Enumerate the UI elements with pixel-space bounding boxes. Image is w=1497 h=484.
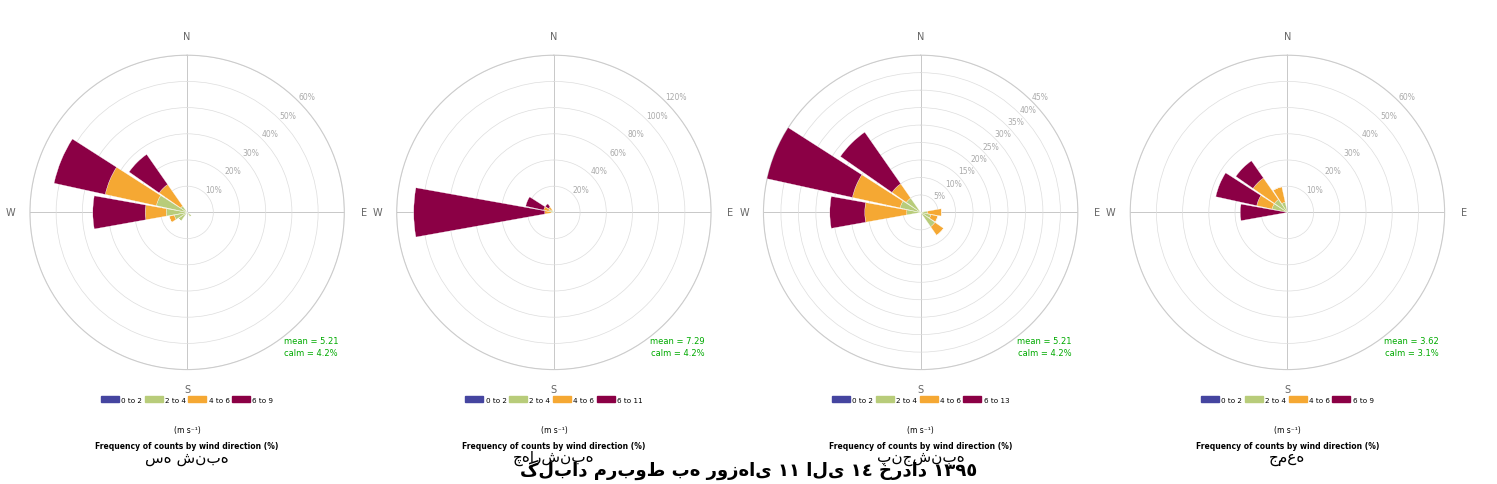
- Bar: [413, 188, 545, 238]
- Bar: [1281, 203, 1287, 213]
- Text: mean = 3.62
calm = 3.1%: mean = 3.62 calm = 3.1%: [1383, 336, 1439, 357]
- Bar: [1272, 205, 1287, 213]
- Bar: [178, 213, 187, 222]
- Text: Frequency of counts by wind direction (%): Frequency of counts by wind direction (%…: [829, 441, 1012, 450]
- Bar: [921, 213, 931, 219]
- Bar: [551, 212, 554, 213]
- Bar: [166, 209, 187, 217]
- Legend: 0 to 2, 2 to 4, 4 to 6, 6 to 9: 0 to 2, 2 to 4, 4 to 6, 6 to 9: [97, 393, 277, 406]
- Bar: [552, 211, 554, 213]
- Bar: [187, 213, 192, 217]
- Bar: [921, 213, 936, 227]
- Legend: 0 to 2, 2 to 4, 4 to 6, 6 to 9: 0 to 2, 2 to 4, 4 to 6, 6 to 9: [1198, 393, 1377, 406]
- Bar: [1237, 162, 1263, 189]
- Bar: [54, 140, 117, 195]
- Bar: [906, 198, 921, 213]
- Bar: [829, 197, 865, 229]
- Text: mean = 5.21
calm = 4.2%: mean = 5.21 calm = 4.2%: [1016, 336, 1072, 357]
- Bar: [1216, 173, 1260, 206]
- Bar: [1253, 179, 1278, 204]
- Text: (m s⁻¹): (m s⁻¹): [174, 425, 201, 435]
- Bar: [757, 123, 862, 198]
- Bar: [105, 168, 160, 206]
- Bar: [928, 209, 942, 217]
- Text: جمعه: جمعه: [1269, 450, 1305, 465]
- Bar: [931, 223, 943, 236]
- Bar: [1240, 205, 1287, 221]
- Bar: [169, 216, 177, 223]
- Text: Frequency of counts by wind direction (%): Frequency of counts by wind direction (%…: [463, 441, 645, 450]
- Bar: [93, 197, 145, 229]
- Bar: [1256, 196, 1274, 210]
- Bar: [852, 175, 903, 209]
- Bar: [865, 203, 907, 223]
- Text: گلباد مربوط به روزهای ١١ الی ١٤ خرداد ١٣٩٥: گلباد مربوط به روزهای ١١ الی ١٤ خرداد ١٣…: [519, 459, 978, 479]
- Bar: [545, 212, 551, 214]
- Text: (m s⁻¹): (m s⁻¹): [1274, 425, 1301, 435]
- Bar: [174, 213, 187, 220]
- Text: mean = 7.29
calm = 4.2%: mean = 7.29 calm = 4.2%: [650, 336, 705, 357]
- Bar: [181, 207, 187, 213]
- Text: (m s⁻¹): (m s⁻¹): [907, 425, 934, 435]
- Text: Frequency of counts by wind direction (%): Frequency of counts by wind direction (%…: [96, 441, 278, 450]
- Bar: [545, 204, 549, 209]
- Bar: [921, 212, 928, 214]
- Bar: [930, 215, 937, 222]
- Bar: [525, 197, 545, 211]
- Text: mean = 5.21
calm = 4.2%: mean = 5.21 calm = 4.2%: [283, 336, 338, 357]
- Text: سه شنبه: سه شنبه: [145, 450, 229, 465]
- Bar: [159, 185, 183, 209]
- Bar: [907, 211, 921, 215]
- Bar: [1274, 200, 1287, 213]
- Bar: [543, 207, 549, 212]
- Bar: [1274, 187, 1284, 204]
- Bar: [145, 206, 166, 220]
- Bar: [900, 202, 921, 213]
- Text: چهارشنبه: چهارشنبه: [513, 450, 594, 465]
- Legend: 0 to 2, 2 to 4, 4 to 6, 6 to 11: 0 to 2, 2 to 4, 4 to 6, 6 to 11: [463, 393, 645, 406]
- Bar: [156, 196, 187, 213]
- Text: Frequency of counts by wind direction (%): Frequency of counts by wind direction (%…: [1196, 441, 1379, 450]
- Legend: 0 to 2, 2 to 4, 4 to 6, 6 to 13: 0 to 2, 2 to 4, 4 to 6, 6 to 13: [829, 393, 1012, 406]
- Text: پنجشنبه: پنجشنبه: [877, 450, 964, 465]
- Bar: [129, 155, 168, 194]
- Bar: [840, 133, 901, 193]
- Bar: [892, 184, 910, 203]
- Bar: [549, 210, 554, 213]
- Text: (m s⁻¹): (m s⁻¹): [540, 425, 567, 435]
- Bar: [548, 208, 552, 212]
